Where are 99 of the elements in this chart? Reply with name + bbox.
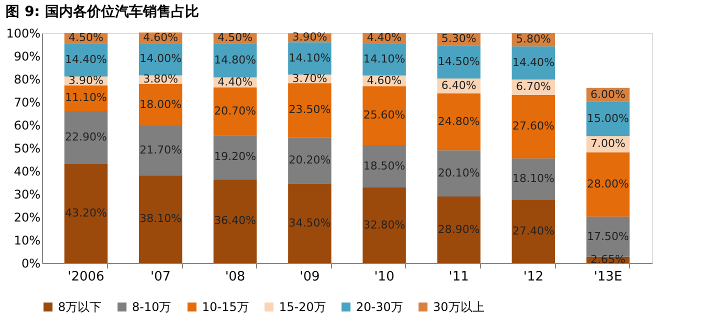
data-label: 4.50%: [68, 31, 104, 44]
data-label: 27.60%: [512, 120, 554, 133]
data-label: 3.90%: [292, 30, 328, 44]
bar: [512, 94, 556, 158]
bar: [437, 196, 480, 263]
data-label: 3.80%: [143, 72, 178, 86]
data-label: 15.00%: [587, 112, 629, 125]
x-tick-label: '10: [374, 270, 394, 284]
data-label: 4.40%: [366, 31, 402, 44]
data-label: 27.40%: [512, 224, 554, 238]
y-tick-label: 50%: [14, 142, 40, 156]
bar: [64, 110, 108, 164]
data-label: 36.40%: [214, 214, 256, 228]
bar: [138, 84, 182, 126]
x-tick-label: '12: [523, 270, 544, 284]
data-label: 17.50%: [587, 230, 629, 243]
data-label: 14.00%: [140, 52, 182, 66]
data-label: 28.90%: [438, 222, 480, 236]
data-label: 34.50%: [288, 216, 331, 230]
data-label: 4.60%: [143, 30, 178, 44]
x-tick-label: '13E: [594, 270, 622, 284]
y-tick-label: 40%: [14, 164, 40, 178]
data-label: 14.10%: [288, 51, 331, 64]
data-label: 24.80%: [438, 114, 480, 128]
x-tick-label: '09: [300, 270, 320, 284]
bar: [437, 93, 480, 150]
data-label: 11.10%: [65, 91, 107, 104]
legend-label: 8-10万: [132, 300, 172, 314]
x-tick-label: '07: [150, 270, 171, 284]
bar: [214, 135, 257, 180]
bar: [288, 42, 332, 75]
chart-title: 图 9: 国内各价位汽车销售占比: [6, 3, 199, 20]
data-label: 6.00%: [590, 88, 626, 101]
data-label: 2.65%: [590, 252, 626, 266]
data-label: 32.80%: [363, 218, 406, 232]
data-label: 14.50%: [438, 54, 480, 68]
bar: [64, 164, 108, 263]
data-label: 6.40%: [441, 78, 476, 92]
x-tick-label: '2006: [68, 270, 104, 284]
x-tick-label: '08: [225, 270, 246, 284]
bar: [288, 83, 332, 138]
bar: [214, 179, 257, 263]
bar: [362, 188, 406, 263]
data-label: 5.30%: [441, 32, 476, 46]
legend-label: 30万以上: [433, 300, 484, 314]
bar: [512, 158, 556, 200]
y-tick-label: 100%: [6, 26, 40, 40]
data-label: 18.10%: [512, 172, 554, 186]
y-tick-label: 90%: [14, 50, 40, 64]
data-label: 6.70%: [516, 80, 551, 94]
data-label: 3.70%: [292, 72, 328, 85]
data-label: 25.60%: [363, 108, 406, 122]
bar: [138, 175, 182, 263]
data-label: 43.20%: [65, 206, 107, 220]
bar: [437, 150, 480, 197]
data-label: 22.90%: [65, 130, 107, 144]
bar: [362, 43, 406, 76]
y-tick-label: 70%: [14, 96, 40, 110]
data-label: 38.10%: [140, 212, 182, 226]
bar: [437, 45, 480, 79]
data-label: 4.40%: [218, 75, 253, 88]
data-label: 18.50%: [363, 159, 406, 172]
data-label: 28.00%: [587, 177, 629, 190]
y-tick-label: 30%: [14, 188, 40, 202]
data-label: 20.70%: [214, 104, 256, 118]
data-label: 20.20%: [288, 153, 331, 166]
bar: [214, 43, 257, 78]
data-label: 4.50%: [218, 31, 253, 44]
bar: [362, 86, 406, 146]
data-label: 20.10%: [438, 166, 480, 180]
bar: [512, 200, 556, 263]
data-label: 14.40%: [65, 52, 107, 66]
data-label: 5.80%: [516, 32, 551, 46]
y-tick-label: 60%: [14, 118, 40, 132]
data-label: 4.60%: [366, 74, 402, 87]
legend-label: 8万以下: [58, 300, 102, 314]
bar: [362, 145, 406, 188]
y-tick-label: 20%: [14, 210, 40, 224]
bar: [288, 137, 332, 184]
data-label: 14.80%: [214, 53, 256, 66]
data-label: 23.50%: [288, 103, 331, 116]
y-tick-label: 80%: [14, 72, 40, 86]
data-label: 7.00%: [590, 137, 626, 150]
y-tick-label: 10%: [14, 234, 40, 248]
data-label: 14.10%: [363, 52, 406, 66]
data-label: 3.90%: [68, 74, 104, 87]
x-tick-label: '11: [448, 270, 469, 284]
bar: [214, 88, 257, 136]
bar: [288, 184, 332, 263]
legend-label: 20-30万: [356, 300, 403, 314]
legend-label: 15-20万: [279, 300, 326, 314]
data-label: 21.70%: [140, 143, 182, 156]
bar: [586, 152, 630, 217]
legend-label: 10-15万: [202, 300, 249, 314]
data-label: 19.20%: [214, 150, 256, 164]
data-label: 14.40%: [512, 56, 554, 69]
bar: [138, 125, 182, 176]
data-label: 18.00%: [140, 98, 182, 111]
y-tick-label: 0%: [21, 256, 40, 270]
